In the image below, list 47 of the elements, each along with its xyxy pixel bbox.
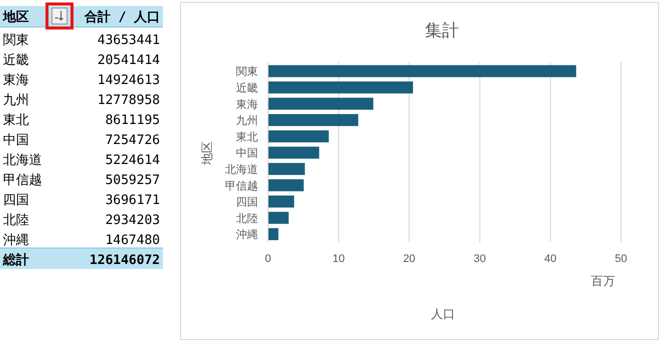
category-label: 沖縄: [3, 233, 29, 248]
y-tick-label: 沖縄: [236, 228, 258, 242]
data-label: 20541414: [97, 53, 160, 68]
category-label: 甲信越: [3, 173, 42, 188]
text: 合計 / 人口: [84, 9, 160, 25]
y-tick-label: 東海: [236, 98, 258, 111]
chart-title: 集計: [425, 21, 459, 40]
y-tick-label: 北海道: [225, 162, 258, 176]
y-tick-label: 中国: [236, 146, 258, 160]
data-label: 12778958: [97, 93, 160, 108]
y-axis-title: 地区: [200, 141, 214, 166]
y-tick-label: 関東: [236, 65, 258, 78]
text: 百万: [591, 274, 615, 288]
text: 総計: [2, 252, 29, 268]
data-label: 7254726: [105, 133, 160, 148]
y-tick-label: 東北: [236, 130, 258, 144]
category-label: 中国: [3, 133, 29, 148]
data-label: 14924613: [97, 73, 160, 88]
x-tick-label: 20: [403, 253, 416, 265]
y-tick-label: 北陸: [236, 212, 258, 225]
category-label: 東海: [3, 73, 29, 88]
x-tick-label: 30: [474, 253, 486, 265]
category-label: 九州: [3, 93, 29, 108]
category-label: 北海道: [3, 153, 42, 168]
x-tick-label: 0: [264, 253, 272, 265]
x-tick-label: 40: [544, 253, 557, 265]
y-tick-label: 近畿: [236, 81, 258, 94]
y-tick-label: 九州: [236, 114, 258, 128]
y-tick-label: 四国: [236, 196, 258, 209]
x-tick-label: 50: [614, 253, 628, 265]
data-label: 1467480: [105, 233, 160, 248]
category-label: 関東: [3, 33, 29, 48]
y-tick-label: 甲信越: [225, 179, 258, 192]
x-axis-title: 人口: [431, 307, 455, 321]
category-label: 近畿: [3, 53, 29, 68]
data-label: 5059257: [105, 173, 160, 188]
category-label: 東北: [3, 113, 29, 128]
data-label: 8611195: [105, 113, 160, 128]
category-label: 北陸: [3, 213, 29, 228]
text: 126146072: [90, 253, 160, 268]
data-label: 3696171: [105, 193, 160, 208]
data-label: 2934203: [105, 213, 160, 228]
data-label: 43653441: [97, 33, 160, 48]
text: 地区: [2, 10, 29, 25]
category-label: 四国: [3, 193, 29, 208]
x-tick-label: 10: [332, 253, 345, 265]
data-label: 5224614: [105, 153, 160, 168]
